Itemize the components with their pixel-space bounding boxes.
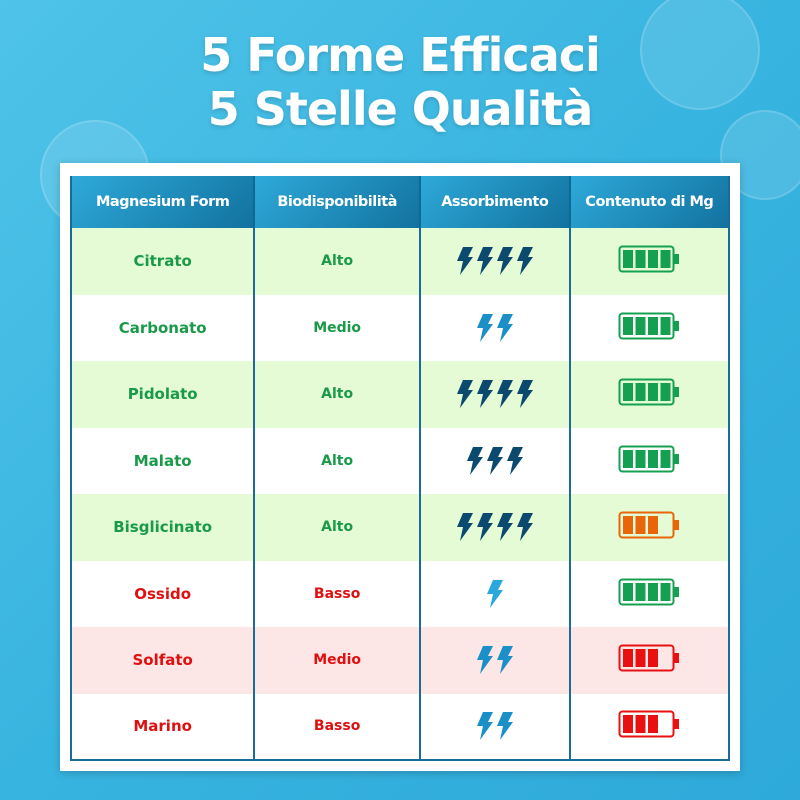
- header-bioavailability: Biodisponibilità: [253, 176, 420, 228]
- table-row: Malato Alto: [69, 427, 731, 494]
- lightning-bolt-icon: [466, 446, 483, 475]
- cell-bioavailability: Alto: [253, 361, 420, 428]
- battery-icon: [618, 378, 680, 406]
- lightning-bolt-icon: [496, 313, 513, 342]
- cell-bioavailability: Basso: [253, 560, 420, 627]
- comparison-table: Magnesium Form Biodisponibilità Assorbim…: [69, 176, 731, 761]
- lightning-bolt-icon: [476, 247, 493, 276]
- table-row: Ossido Basso: [69, 560, 731, 627]
- lightning-bolt-icon: [486, 446, 503, 475]
- cell-form: Carbonato: [69, 294, 255, 361]
- table-row: Citrato Alto: [69, 228, 731, 295]
- cell-mg-content: [568, 494, 731, 561]
- lightning-bolt-icon: [476, 313, 493, 342]
- lightning-bolt-icon: [476, 646, 493, 675]
- lightning-bolt-icon: [476, 380, 493, 409]
- cell-bioavailability: Medio: [253, 627, 420, 694]
- cell-mg-content: [568, 693, 731, 761]
- page-title: 5 Forme Efficaci 5 Stelle Qualità: [0, 28, 800, 136]
- table-header-row: Magnesium Form Biodisponibilità Assorbim…: [69, 176, 731, 228]
- cell-bioavailability: Alto: [253, 427, 420, 494]
- battery-icon: [618, 578, 680, 606]
- lightning-bolt-icon: [516, 380, 533, 409]
- lightning-bolt-icon: [476, 712, 493, 741]
- lightning-bolt-icon: [496, 513, 513, 542]
- cell-absorption: [418, 361, 570, 428]
- decorative-bubble: [640, 0, 760, 110]
- cell-absorption: [418, 494, 570, 561]
- cell-mg-content: [568, 560, 731, 627]
- cell-mg-content: [568, 294, 731, 361]
- lightning-bolt-icon: [516, 247, 533, 276]
- cell-bioavailability: Basso: [253, 693, 420, 761]
- cell-form: Pidolato: [69, 361, 255, 428]
- cell-form: Marino: [69, 693, 255, 761]
- cell-absorption: [418, 627, 570, 694]
- lightning-bolt-icon: [486, 579, 503, 608]
- lightning-bolt-icon: [476, 513, 493, 542]
- table-row: Carbonato Medio: [69, 294, 731, 361]
- cell-form: Bisglicinato: [69, 494, 255, 561]
- battery-icon: [618, 511, 680, 539]
- table-row: Solfato Medio: [69, 627, 731, 694]
- title-line-2: 5 Stelle Qualità: [207, 82, 594, 136]
- header-absorption: Assorbimento: [418, 176, 570, 228]
- lightning-bolt-icon: [496, 646, 513, 675]
- cell-mg-content: [568, 361, 731, 428]
- lightning-bolt-icon: [496, 247, 513, 276]
- battery-icon: [618, 445, 680, 473]
- header-mg-content: Contenuto di Mg: [568, 176, 731, 228]
- cell-bioavailability: Alto: [253, 228, 420, 295]
- battery-icon: [618, 245, 680, 273]
- lightning-bolt-icon: [496, 712, 513, 741]
- lightning-bolt-icon: [496, 380, 513, 409]
- cell-absorption: [418, 294, 570, 361]
- cell-bioavailability: Medio: [253, 294, 420, 361]
- header-magnesium-form: Magnesium Form: [69, 176, 255, 228]
- lightning-bolt-icon: [506, 446, 523, 475]
- lightning-bolt-icon: [516, 513, 533, 542]
- cell-form: Solfato: [69, 627, 255, 694]
- table-row: Bisglicinato Alto: [69, 494, 731, 561]
- battery-icon: [618, 312, 680, 340]
- cell-absorption: [418, 560, 570, 627]
- comparison-card: Magnesium Form Biodisponibilità Assorbim…: [60, 163, 740, 771]
- cell-mg-content: [568, 427, 731, 494]
- table-row: Pidolato Alto: [69, 361, 731, 428]
- lightning-bolt-icon: [456, 513, 473, 542]
- cell-form: Malato: [69, 427, 255, 494]
- cell-absorption: [418, 228, 570, 295]
- battery-icon: [618, 710, 680, 738]
- cell-absorption: [418, 693, 570, 761]
- cell-bioavailability: Alto: [253, 494, 420, 561]
- table-row: Marino Basso: [69, 693, 731, 761]
- cell-absorption: [418, 427, 570, 494]
- lightning-bolt-icon: [456, 247, 473, 276]
- lightning-bolt-icon: [456, 380, 473, 409]
- title-line-1: 5 Forme Efficaci: [200, 28, 601, 82]
- cell-form: Citrato: [69, 228, 255, 295]
- battery-icon: [618, 644, 680, 672]
- cell-mg-content: [568, 627, 731, 694]
- cell-form: Ossido: [69, 560, 255, 627]
- cell-mg-content: [568, 228, 731, 295]
